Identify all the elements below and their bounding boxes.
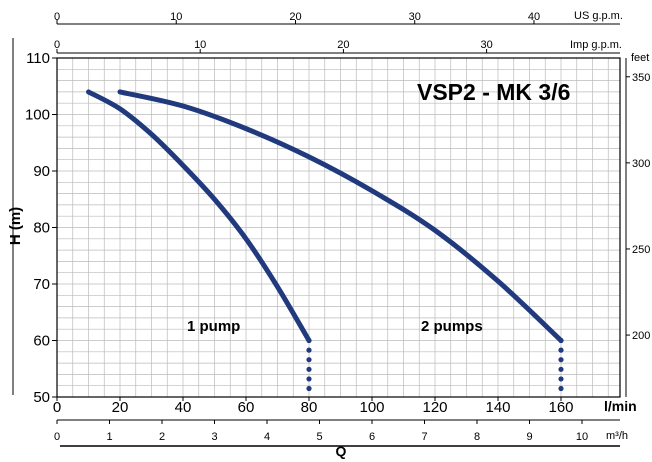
y-tick-label: 60 (33, 333, 50, 350)
x-unit-label: l/min (604, 398, 637, 414)
us-gpm-unit-label: US g.p.m. (574, 10, 623, 22)
top-axis-tick-label: 30 (480, 39, 492, 51)
feet-tick-label: 300 (632, 158, 650, 170)
top-axis-tick-label: 10 (170, 11, 182, 23)
top-axis-tick-label: 20 (337, 39, 349, 51)
x-tick-label: 120 (422, 399, 447, 416)
x-tick-label: 100 (359, 399, 384, 416)
y-tick-label: 100 (25, 107, 50, 124)
m3h-tick-label: 3 (211, 431, 217, 443)
m3h-tick-label: 5 (316, 431, 322, 443)
y-tick-label: 50 (33, 389, 50, 406)
x-tick-label: 160 (548, 399, 573, 416)
series-2-limit-dot (558, 347, 564, 353)
y-axis-label: H (m) (7, 207, 24, 245)
x-tick-label: 20 (112, 399, 129, 416)
y-tick-label: 110 (26, 50, 50, 67)
series-2-limit-dot (558, 376, 564, 382)
m3h-tick-label: 9 (526, 431, 532, 443)
feet-tick-label: 250 (632, 244, 650, 256)
x-tick-label: 40 (175, 399, 192, 416)
series-curve-2 (117, 89, 564, 343)
series-label-1-pump: 1 pump (187, 318, 240, 335)
top-axis-tick-label: 20 (289, 11, 301, 23)
top-axis-tick-label: 10 (194, 39, 206, 51)
series-curve-1 (86, 89, 312, 343)
series-1-limit-dot (306, 366, 312, 372)
imp-gpm-unit-label: Imp g.p.m. (570, 39, 622, 51)
top-axis-tick-label: 40 (528, 11, 540, 23)
m3h-tick-label: 4 (264, 431, 270, 443)
m3h-tick-label: 0 (54, 431, 60, 443)
series-1-limit-dot (306, 357, 312, 363)
feet-tick-label: 200 (632, 330, 650, 342)
x-tick-label: 0 (53, 399, 61, 416)
y-tick-label: 70 (33, 276, 50, 293)
curves (86, 89, 564, 392)
series-2-limit-dot (558, 366, 564, 372)
m3h-tick-label: 8 (474, 431, 480, 443)
top-axis-tick-label: 30 (409, 11, 421, 23)
y-tick-label: 80 (33, 220, 50, 237)
series-2-limit-dot (558, 337, 564, 344)
m3h-unit-label: m³/h (606, 430, 628, 442)
series-2-limit-dot (558, 385, 564, 392)
top-axis-tick-label: 0 (54, 11, 60, 23)
feet-tick-label: 350 (632, 72, 650, 84)
x-axis-label: Q (336, 443, 347, 459)
x-tick-label: 60 (238, 399, 255, 416)
series-2-limit-dot (558, 357, 564, 363)
series-1-limit-dot (306, 385, 312, 392)
series-1-limit-dot (306, 347, 312, 353)
feet-unit-label: feet (631, 52, 649, 64)
top-axis-tick-label: 0 (54, 39, 60, 51)
m3h-tick-label: 7 (421, 431, 427, 443)
x-tick-label: 80 (301, 399, 318, 416)
grid (56, 57, 621, 398)
y-tick-label: 90 (33, 163, 50, 180)
m3h-tick-label: 1 (106, 431, 112, 443)
m3h-tick-label: 2 (159, 431, 165, 443)
chart-title: VSP2 - MK 3/6 (417, 79, 570, 105)
m3h-tick-label: 10 (576, 431, 588, 443)
x-tick-label: 140 (485, 399, 510, 416)
series-1-limit-dot (306, 376, 312, 382)
series-label-2-pumps: 2 pumps (421, 318, 483, 335)
m3h-tick-label: 6 (369, 431, 375, 443)
series-1-limit-dot (306, 337, 312, 344)
